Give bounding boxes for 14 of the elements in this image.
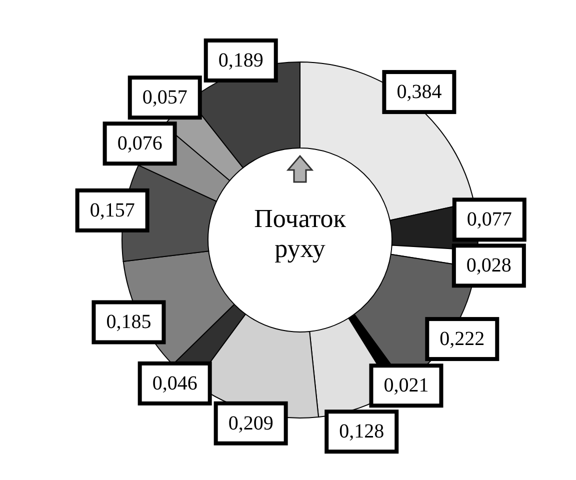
data-label: 0,046 [152, 372, 198, 394]
data-label: 0,222 [440, 328, 485, 350]
data-label: 0,021 [384, 374, 429, 397]
data-label: 0,076 [117, 132, 162, 155]
data-label: 0,057 [142, 86, 188, 109]
data-label: 0,189 [218, 49, 264, 72]
data-label: 0,384 [396, 81, 442, 104]
text: Початок руху [254, 204, 346, 263]
data-label: 0,077 [466, 208, 512, 231]
data-label: 0,128 [339, 420, 384, 443]
data-label: 0,157 [90, 199, 135, 222]
data-label: 0,028 [466, 254, 512, 277]
data-label: 0,185 [106, 311, 152, 334]
data-label: 0,209 [228, 412, 274, 434]
